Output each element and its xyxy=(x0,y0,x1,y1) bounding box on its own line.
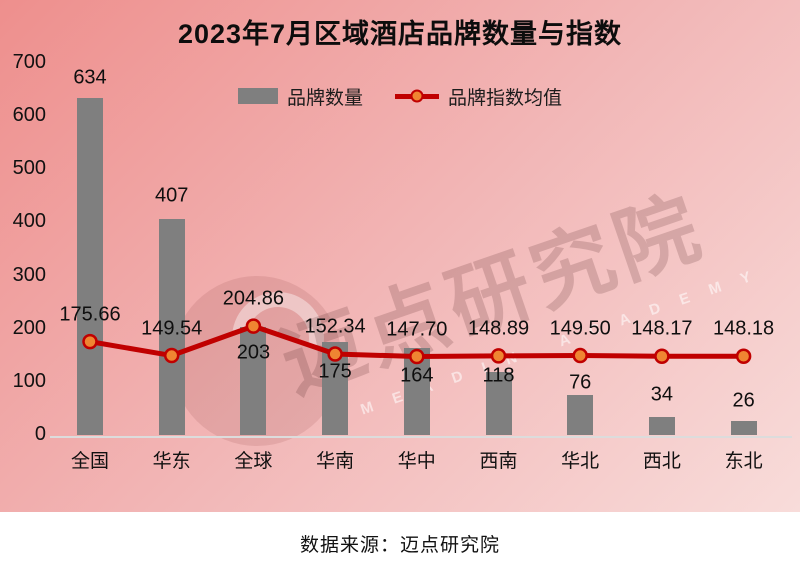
legend: 品牌数量 品牌指数均值 xyxy=(0,83,800,110)
x-axis-category-label: 华南 xyxy=(316,451,355,472)
line-point-marker xyxy=(82,333,98,350)
bar-value-label: 164 xyxy=(400,364,434,387)
legend-item-bar-series: 品牌数量 xyxy=(237,83,363,110)
y-axis-tick-label: 200 xyxy=(12,316,46,339)
bar-value-label: 175 xyxy=(318,360,352,383)
line-value-label: 175.66 xyxy=(59,303,121,326)
line-point-marker xyxy=(654,348,670,365)
bar xyxy=(567,394,594,435)
legend-label-line-series: 品牌指数均值 xyxy=(448,87,563,109)
y-axis-tick-label: 600 xyxy=(12,104,46,127)
bar xyxy=(648,416,675,435)
legend-label-bar-series: 品牌数量 xyxy=(286,87,363,109)
chart-background: 迈点研究院 MEADIN ACADEMY 2023年7月区域酒店品牌数量与指数 … xyxy=(0,0,800,512)
x-axis-category-label: 西南 xyxy=(479,451,518,472)
line-value-label: 152.34 xyxy=(304,315,366,338)
bar xyxy=(77,98,103,435)
bar xyxy=(485,372,512,435)
line-value-label: 148.89 xyxy=(467,317,530,340)
x-axis-category-label: 华东 xyxy=(152,451,191,472)
line-point-marker xyxy=(490,348,507,364)
y-axis-tick-label: 400 xyxy=(12,210,46,233)
line-value-label: 149.54 xyxy=(141,317,203,340)
line-value-label: 204.86 xyxy=(222,287,284,310)
line-series xyxy=(82,318,752,365)
bar-value-label: 634 xyxy=(73,66,107,89)
line-point-marker xyxy=(572,347,588,364)
bar-value-label: 34 xyxy=(650,383,674,406)
y-axis-tick-label: 300 xyxy=(12,263,46,286)
x-axis-category-label: 华中 xyxy=(397,451,436,472)
x-axis-category-label: 全国 xyxy=(70,451,110,472)
line-series-swatch xyxy=(395,89,439,103)
line-point-marker xyxy=(327,346,343,362)
bar xyxy=(158,218,185,435)
x-axis-category-label: 西北 xyxy=(642,451,681,472)
footer: 数据来源：迈点研究院 xyxy=(0,512,800,574)
line-point-marker xyxy=(409,348,425,365)
line-point-marker xyxy=(163,347,180,364)
x-axis-category-label: 全球 xyxy=(234,451,273,472)
bar-value-label: 26 xyxy=(732,389,755,412)
bar-value-label: 203 xyxy=(236,341,271,364)
y-axis-tick-label: 500 xyxy=(12,157,46,180)
bar-series-swatch xyxy=(237,88,278,104)
line-marker-icon xyxy=(410,89,424,103)
x-axis-category-label: 东北 xyxy=(724,451,763,472)
bar-value-label: 407 xyxy=(155,184,189,207)
legend-item-line-series: 品牌指数均值 xyxy=(395,83,562,110)
y-axis-tick-label: 700 xyxy=(12,51,46,73)
bar-value-label: 118 xyxy=(482,364,515,387)
line-point-marker xyxy=(735,348,752,365)
data-source-text: 数据来源：迈点研究院 xyxy=(299,534,500,556)
line-value-label: 148.17 xyxy=(631,317,693,340)
line-value-label: 147.70 xyxy=(386,318,448,340)
x-axis-line xyxy=(50,436,792,438)
bar xyxy=(730,421,757,435)
bar-value-label: 76 xyxy=(569,371,592,394)
line-value-label: 148.18 xyxy=(713,317,775,340)
chart-title: 2023年7月区域酒店品牌数量与指数 xyxy=(177,19,623,49)
y-axis-tick-label: 100 xyxy=(12,369,46,392)
line-point-marker xyxy=(245,318,262,334)
x-axis-category-label: 华北 xyxy=(561,451,600,472)
bar xyxy=(240,327,267,435)
line-value-label: 149.50 xyxy=(549,317,611,340)
plot-area: 0 100 200 300 400 500 600 700 634 全国 407 华东 203 全球 175… xyxy=(12,51,792,472)
y-axis-tick-label: 0 xyxy=(34,423,46,445)
